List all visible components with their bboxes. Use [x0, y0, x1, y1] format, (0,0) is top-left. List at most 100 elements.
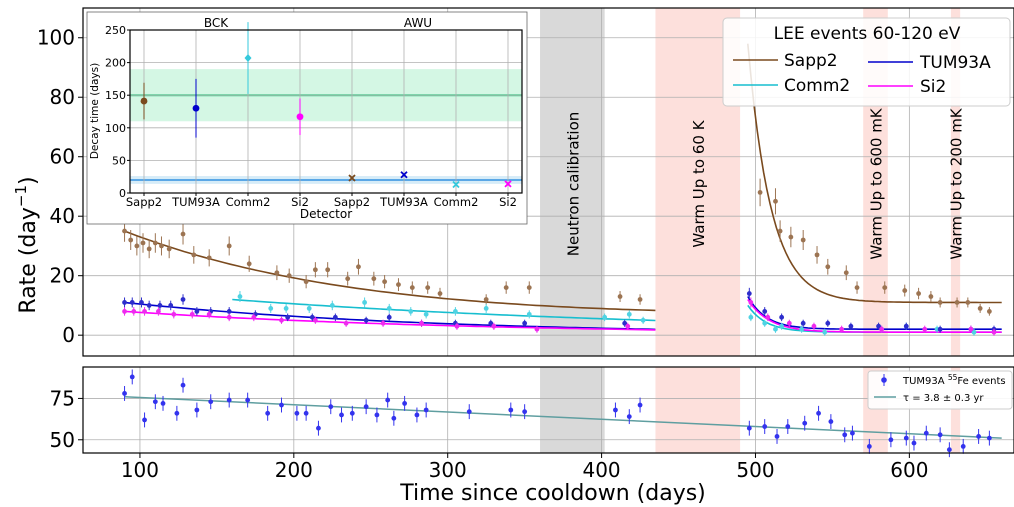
data-point-comm2 [483, 306, 489, 311]
data-point-si2 [279, 317, 284, 323]
data-point-comm2 [779, 323, 785, 329]
fe55-data-point [152, 399, 158, 405]
data-point-comm2 [773, 326, 778, 332]
fe55-data-point [850, 430, 855, 436]
data-point-comm2 [602, 314, 608, 320]
data-point-sapp2 [122, 228, 127, 234]
data-point-sapp2 [483, 297, 489, 302]
data-point-sapp2 [303, 279, 309, 285]
fe55-data-point [626, 414, 632, 420]
inset-x-ticks: Sapp2 TUM93A Comm2 Si2 Sapp2 TUM93A Comm2 Si2 [126, 193, 517, 209]
data-point-si2 [171, 311, 177, 317]
fe55-data-point [746, 425, 752, 431]
data-point-sapp2 [637, 297, 643, 302]
band-3 [950, 8, 961, 356]
fe55-data-point [946, 447, 952, 453]
top-y-tick-label: 20 [50, 264, 75, 288]
bottom-band-1 [655, 367, 741, 453]
data-point-si2 [142, 308, 147, 314]
data-point-sapp2 [180, 231, 186, 237]
data-point-si2 [122, 308, 127, 314]
x-tick-label: 200 [275, 458, 313, 482]
fit-curve-sapp2 [124, 230, 656, 312]
top-y-tick-label: 0 [62, 323, 75, 347]
inset-x-tick-label: TUM93A [379, 195, 428, 209]
fe55-data-point [208, 399, 214, 405]
data-point-si2 [206, 311, 212, 317]
legend-tum93a-label: TUM93A [919, 53, 991, 73]
band-0 [540, 8, 605, 356]
top-y-axis-label: Rate (day−1) [12, 176, 41, 313]
fe55-data-point [903, 435, 909, 441]
inset-group-bck: BCK [204, 16, 229, 30]
legend: LEE events 60-120 eV Sapp2 TUM93A Comm2 … [722, 17, 1011, 107]
data-point-sapp2 [986, 308, 992, 314]
bottom-legend-fit-label: τ = 3.8 ± 0.3 yr [903, 393, 984, 404]
fe55-data-point [937, 432, 943, 438]
data-point-si2 [748, 300, 754, 305]
data-point-sapp2 [843, 270, 849, 276]
data-point-sapp2 [902, 288, 908, 293]
top-y-tick-label: 60 [50, 145, 75, 169]
bottom-legend-box [867, 370, 1013, 410]
data-point-comm2 [362, 300, 368, 305]
data-point-si2 [380, 320, 386, 326]
data-point-comm2 [423, 311, 429, 317]
data-point-tum93a [122, 300, 127, 305]
fe55-data-point [160, 400, 166, 406]
data-point-sapp2 [409, 285, 415, 290]
data-point-tum93a [779, 314, 785, 320]
inset-dot-marker [192, 104, 200, 112]
data-point-tum93a [363, 317, 369, 323]
data-point-comm2 [822, 329, 828, 335]
data-point-sapp2 [152, 240, 158, 246]
data-point-sapp2 [854, 285, 860, 290]
fe55-data-point [374, 412, 380, 418]
data-point-comm2 [237, 294, 243, 299]
fe55-data-point [774, 434, 780, 439]
x-tick-label: 600 [890, 458, 928, 482]
data-point-sapp2 [246, 261, 252, 267]
data-point-sapp2 [140, 240, 146, 246]
data-point-sapp2 [166, 246, 172, 252]
inset-dot-marker [296, 113, 304, 121]
data-point-si2 [968, 326, 974, 332]
fe55-data-point [303, 410, 309, 416]
fe55-data-point [423, 407, 429, 413]
bottom-y-tick-label: 50 [50, 428, 75, 452]
data-point-sapp2 [396, 282, 401, 288]
inset-y-tick-label: 100 [105, 122, 126, 135]
data-point-sapp2 [503, 285, 509, 290]
fe55-data-point [414, 412, 420, 418]
data-point-si2 [251, 314, 257, 320]
data-point-comm2 [626, 311, 632, 317]
fe55-data-point [522, 409, 528, 415]
fit-curve-comm2 [232, 298, 656, 322]
fe55-data-point [842, 432, 848, 438]
data-point-comm2 [453, 308, 458, 314]
data-point-si2 [922, 326, 928, 332]
data-point-comm2 [268, 306, 274, 311]
fe55-data-point [402, 400, 408, 406]
data-point-tum93a [168, 303, 174, 308]
data-point-comm2 [306, 306, 312, 311]
fe55-data-point [911, 440, 917, 446]
data-point-si2 [991, 329, 997, 335]
inset-x-marker [348, 174, 356, 182]
fe55-data-point [142, 417, 147, 423]
fe55-data-point [279, 402, 284, 408]
data-point-tum93a [825, 320, 831, 326]
data-point-tum93a [157, 303, 163, 308]
inset-y-axis-label: Decay time (days) [89, 63, 101, 159]
data-point-comm2 [799, 326, 805, 332]
fe55-data-point [363, 404, 369, 410]
data-point-comm2 [762, 320, 768, 326]
fit-curve-tum93a [124, 301, 656, 331]
legend-box [722, 17, 1011, 107]
bottom-annotation-bands [540, 367, 961, 453]
data-point-comm2 [748, 314, 754, 320]
data-point-sapp2 [425, 285, 431, 290]
data-point-sapp2 [128, 237, 134, 243]
data-point-tum93a [800, 320, 806, 326]
